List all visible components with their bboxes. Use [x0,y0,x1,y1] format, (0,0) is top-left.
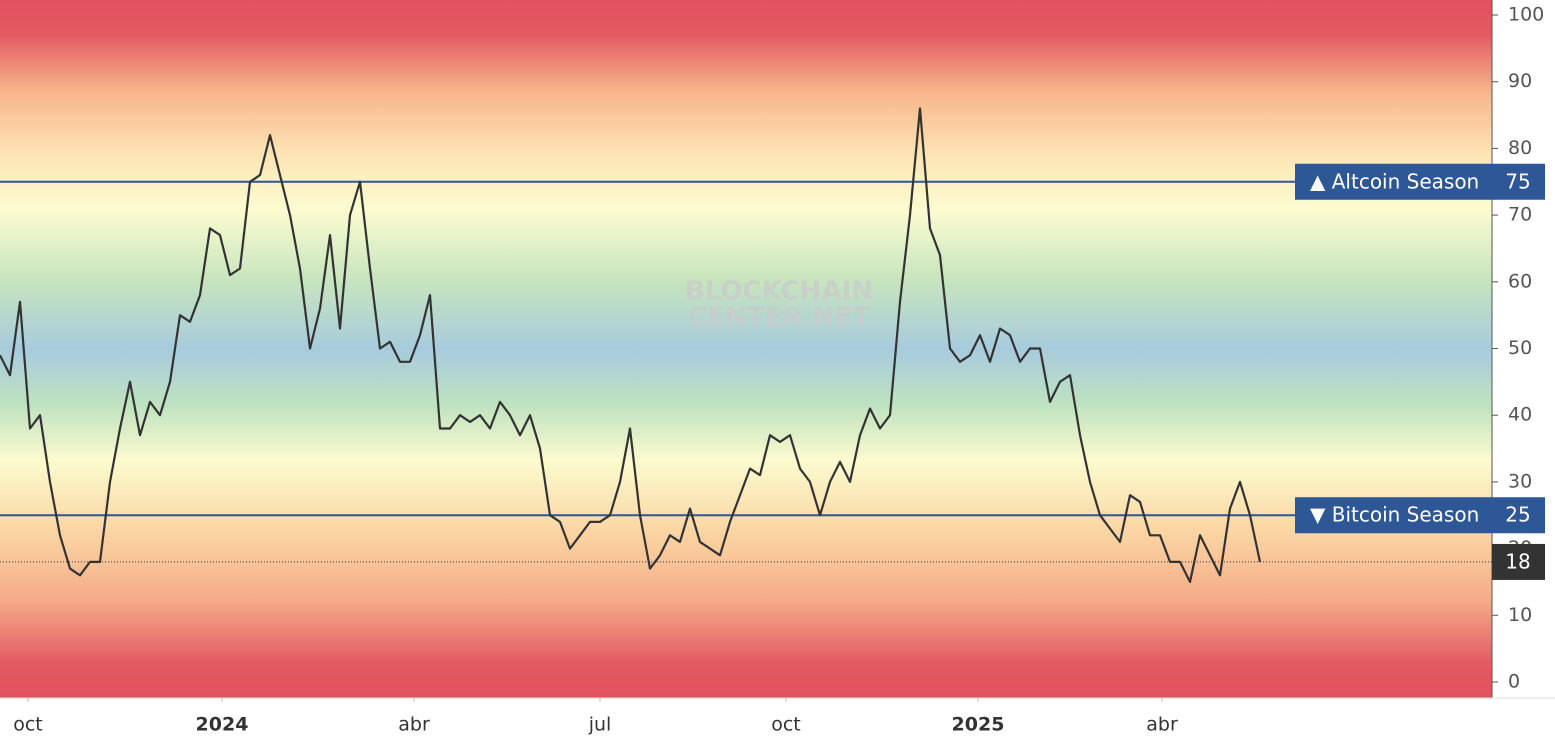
x-tick-label: jul [588,714,612,736]
reference-label: ▲ Altcoin Season [1310,169,1479,193]
reference-label: ▼ Bitcoin Season [1310,503,1479,527]
y-tick-label: 70 [1508,204,1532,226]
watermark-line: BLOCKCHAIN [685,277,873,307]
x-tick-label: 2025 [952,714,1005,736]
x-tick-label: 2024 [196,714,249,736]
y-tick-label: 80 [1508,137,1532,159]
y-tick-label: 90 [1508,70,1532,92]
reference-value: 75 [1505,169,1530,193]
reference-value: 25 [1505,503,1530,527]
reference-badge [1295,163,1545,200]
watermark: BLOCKCHAIN CENTER.NET [685,277,873,333]
last-value-label: 18 [1505,549,1530,573]
x-tick-label: oct [13,714,43,736]
y-tick-label: 0 [1508,670,1520,692]
y-tick-label: 50 [1508,337,1532,359]
y-tick-label: 30 [1508,470,1532,492]
x-tick-label: abr [1146,714,1178,736]
last-value-badge [1492,543,1545,580]
y-tick-label: 60 [1508,270,1532,292]
series-line [0,107,1262,583]
y-tick-label: 40 [1508,404,1532,426]
x-tick-label: abr [398,714,430,736]
plot-background [0,0,1492,698]
y-tick-label: 10 [1508,604,1532,626]
watermark-line: CENTER.NET [688,303,870,333]
x-tick-label: oct [771,714,801,736]
y-tick-label: 100 [1508,4,1544,26]
reference-badge [1295,497,1545,534]
